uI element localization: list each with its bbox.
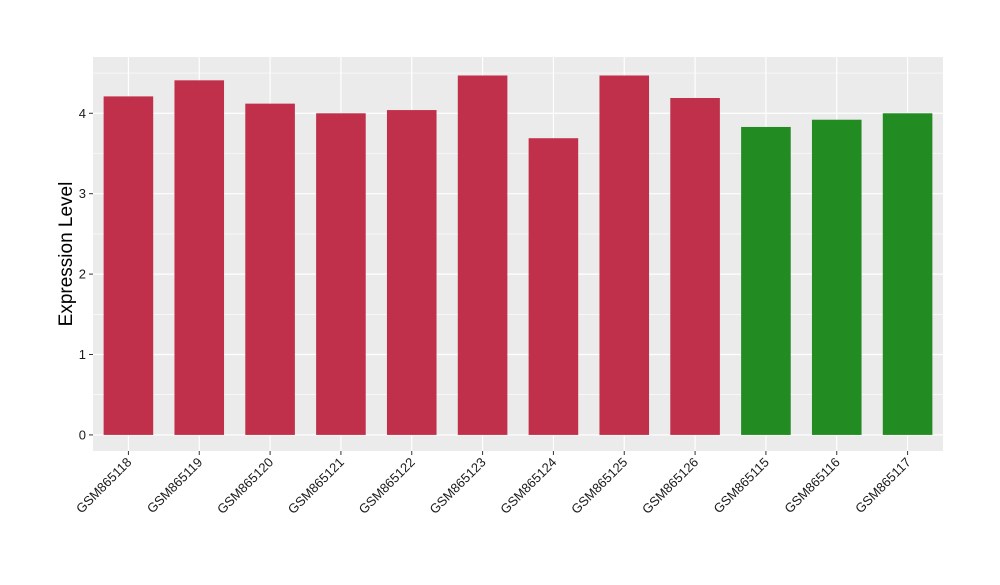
x-axis: GSM865118 GSM865119 GSM865120 GSM865121 GSM8… xyxy=(73,451,914,517)
x-tick-label: GSM865120 xyxy=(214,455,276,517)
x-tick-label: GSM865117 xyxy=(852,455,914,517)
bar-GSM865124 xyxy=(528,138,579,435)
bar-GSM865126 xyxy=(670,98,720,435)
x-tick-label: GSM865121 xyxy=(285,455,347,517)
panel-background xyxy=(93,57,943,451)
x-tick-label: GSM865116 xyxy=(781,455,843,517)
x-tick-label: GSM865118 xyxy=(73,455,135,517)
y-axis-title: Expression Level xyxy=(56,182,77,327)
x-tick-label: GSM865115 xyxy=(710,455,772,517)
plot-panel xyxy=(93,57,943,451)
bar-GSM865117 xyxy=(882,113,933,435)
x-tick-label: GSM865119 xyxy=(144,455,206,517)
bar-GSM865125 xyxy=(599,75,650,435)
x-tick-label: GSM865126 xyxy=(639,455,701,517)
x-tick-label: GSM865122 xyxy=(356,455,418,517)
y-tick-label: 4 xyxy=(79,106,86,121)
bar-GSM865116 xyxy=(811,119,862,435)
bar-GSM865118 xyxy=(103,96,154,435)
bar-GSM865121 xyxy=(316,113,366,435)
y-tick-label: 3 xyxy=(79,186,86,201)
y-tick-label: 0 xyxy=(79,427,86,442)
x-tick-label: GSM865124 xyxy=(497,455,559,517)
x-tick-label: GSM865123 xyxy=(426,455,488,517)
bar-GSM865115 xyxy=(741,126,791,435)
y-tick-label: 2 xyxy=(79,267,86,282)
y-axis: 0 1 2 3 4 xyxy=(79,106,93,442)
bar-GSM865119 xyxy=(174,80,225,435)
bars xyxy=(103,75,933,435)
x-tick-label: GSM865125 xyxy=(568,455,630,517)
y-tick-label: 1 xyxy=(79,347,86,362)
bar-GSM865123 xyxy=(457,75,508,435)
bar-GSM865120 xyxy=(245,103,295,435)
bar-GSM865122 xyxy=(386,110,437,435)
